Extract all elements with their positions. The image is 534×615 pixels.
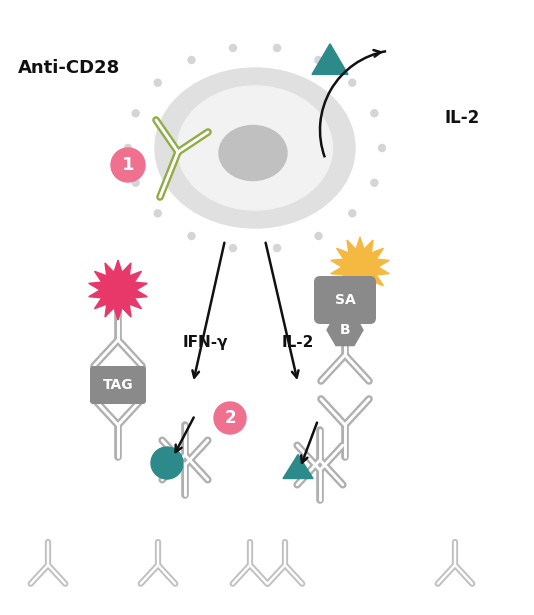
Circle shape [371,109,378,117]
Text: IL-2: IL-2 [444,109,480,127]
Circle shape [214,402,246,434]
Text: SA: SA [335,293,355,307]
Circle shape [124,145,131,151]
Circle shape [331,181,335,186]
Circle shape [349,79,356,86]
Circle shape [208,208,213,213]
Text: 1: 1 [122,156,134,174]
Circle shape [371,179,378,186]
Text: 2: 2 [224,409,236,427]
Circle shape [253,218,257,223]
Circle shape [208,83,213,88]
Polygon shape [331,237,389,297]
Circle shape [379,145,386,151]
Circle shape [349,210,356,217]
Text: IL-2: IL-2 [282,335,314,349]
Polygon shape [327,314,363,346]
Ellipse shape [155,68,355,228]
Circle shape [273,44,280,52]
Circle shape [154,210,161,217]
Circle shape [273,245,280,252]
Circle shape [253,74,257,79]
Circle shape [342,146,348,151]
Polygon shape [89,260,147,320]
Circle shape [154,79,161,86]
Circle shape [132,179,139,186]
Circle shape [331,109,335,114]
Circle shape [297,83,302,88]
Circle shape [230,44,237,52]
Circle shape [175,109,179,114]
Polygon shape [283,454,313,478]
Circle shape [315,232,322,239]
Circle shape [111,148,145,182]
Ellipse shape [219,125,287,180]
Text: IFN-γ: IFN-γ [182,335,227,349]
Ellipse shape [177,86,333,210]
Text: B: B [340,323,350,337]
Text: TAG: TAG [103,378,134,392]
Circle shape [315,57,322,63]
Text: Anti-CD28: Anti-CD28 [18,59,120,77]
Circle shape [162,146,168,151]
FancyBboxPatch shape [90,366,146,404]
Circle shape [151,447,183,479]
FancyBboxPatch shape [314,276,376,324]
Circle shape [297,208,302,213]
Circle shape [230,245,237,252]
Circle shape [175,181,179,186]
Polygon shape [312,44,348,74]
Circle shape [188,232,195,239]
Circle shape [188,57,195,63]
Circle shape [132,109,139,117]
